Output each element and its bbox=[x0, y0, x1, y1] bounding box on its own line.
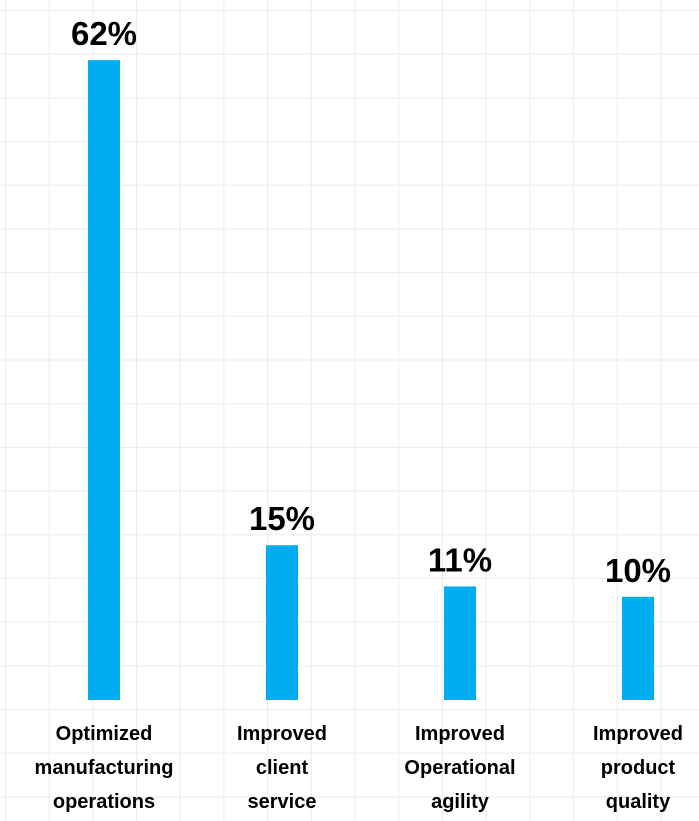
category-label-line: operations bbox=[53, 791, 155, 813]
bar-4 bbox=[622, 596, 654, 700]
bar-3 bbox=[444, 586, 476, 700]
category-label-line: Improved bbox=[237, 723, 327, 745]
category-label-line: client bbox=[256, 757, 309, 779]
category-label-line: Improved bbox=[593, 723, 683, 745]
value-labels-group: 62% 15% 11% 10% bbox=[71, 15, 671, 589]
category-label-line: quality bbox=[606, 791, 671, 813]
category-label-line: service bbox=[248, 791, 317, 813]
bar-2 bbox=[266, 545, 298, 700]
value-label-3: 11% bbox=[428, 541, 492, 578]
value-label-4: 10% bbox=[605, 552, 671, 589]
category-label-3: Improved Operational agility bbox=[404, 723, 515, 813]
bars-group bbox=[88, 60, 654, 701]
category-label-line: manufacturing bbox=[35, 757, 174, 779]
value-label-2: 15% bbox=[249, 500, 315, 537]
category-label-4: Improved product quality bbox=[593, 723, 683, 813]
category-label-2: Improved client service bbox=[237, 723, 327, 813]
category-labels-group: Optimized manufacturing operations Improved… bbox=[35, 723, 683, 813]
category-label-1: Optimized manufacturing operations bbox=[35, 723, 174, 813]
bar-1 bbox=[88, 60, 120, 701]
value-label-1: 62% bbox=[71, 15, 137, 52]
category-label-line: product bbox=[601, 757, 676, 779]
category-label-line: Improved bbox=[415, 723, 505, 745]
category-label-line: agility bbox=[431, 791, 490, 813]
category-label-line: Operational bbox=[404, 757, 515, 779]
category-label-line: Optimized bbox=[56, 723, 153, 745]
